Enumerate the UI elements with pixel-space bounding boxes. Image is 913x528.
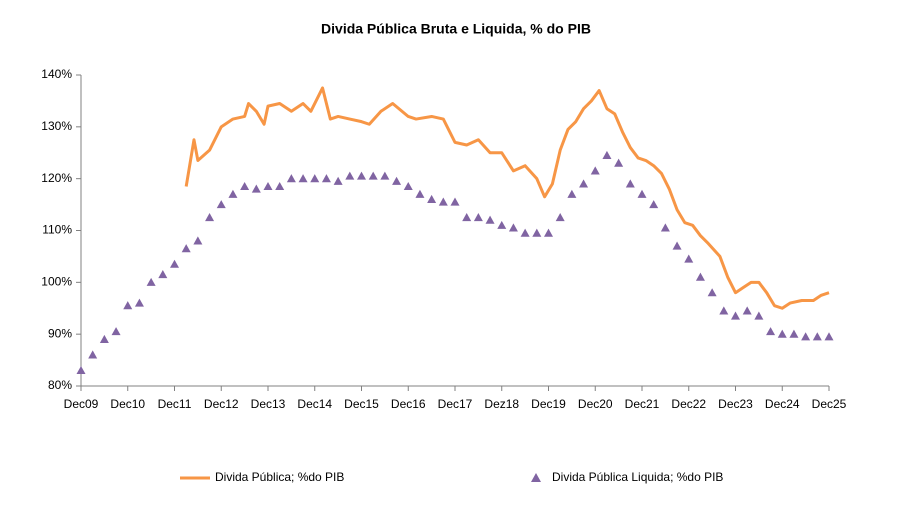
x-tick-label: Dec15 xyxy=(344,397,379,411)
triangle-marker xyxy=(111,327,121,336)
x-tick-label: Dec09 xyxy=(64,397,99,411)
triangle-marker xyxy=(228,189,238,198)
triangle-marker xyxy=(473,213,483,222)
triangle-marker xyxy=(532,228,542,237)
triangle-marker xyxy=(357,171,366,180)
triangle-marker xyxy=(789,329,799,338)
triangle-marker xyxy=(649,200,659,209)
x-tick-label: Dec14 xyxy=(297,397,332,411)
triangle-marker xyxy=(298,174,308,183)
x-tick-label: Dec17 xyxy=(438,397,473,411)
y-tick-label: 110% xyxy=(42,223,72,237)
x-tick-label: Dec10 xyxy=(110,397,145,411)
triangle-marker xyxy=(99,334,109,343)
triangle-marker xyxy=(450,197,460,206)
triangle-marker xyxy=(216,200,226,209)
triangle-marker xyxy=(742,306,752,315)
x-tick-label: Dec19 xyxy=(531,397,566,411)
chart-title: Divida Pública Bruta e Liquida, % do PIB xyxy=(321,21,591,37)
triangle-marker xyxy=(801,332,811,341)
x-tick-label: Dec16 xyxy=(391,397,426,411)
triangle-marker xyxy=(625,179,635,188)
triangle-marker xyxy=(321,174,331,183)
legend-label: Divida Pública; %do PIB xyxy=(215,470,344,484)
x-tick-label: Dec24 xyxy=(765,397,800,411)
triangle-marker xyxy=(602,150,612,159)
triangle-marker xyxy=(497,220,507,229)
y-tick-label: 130% xyxy=(41,119,72,133)
y-tick-label: 120% xyxy=(41,171,72,185)
triangle-marker xyxy=(76,365,86,375)
x-tick-label: Dez18 xyxy=(484,397,519,411)
triangle-marker xyxy=(684,254,694,263)
triangle-marker xyxy=(345,171,355,180)
triangle-marker xyxy=(310,174,320,183)
triangle-marker xyxy=(544,228,553,237)
triangle-marker xyxy=(181,244,191,253)
triangle-marker xyxy=(380,171,390,180)
triangle-marker xyxy=(555,213,565,222)
y-tick-label: 100% xyxy=(41,275,72,289)
triangle-marker xyxy=(427,194,437,203)
triangle-marker xyxy=(240,181,250,191)
triangle-marker xyxy=(170,259,179,268)
triangle-marker xyxy=(567,189,577,198)
triangle-marker xyxy=(462,213,472,222)
triangle-marker xyxy=(590,166,600,175)
triangle-marker xyxy=(88,350,98,359)
triangle-marker xyxy=(251,184,261,193)
triangle-marker xyxy=(485,215,495,224)
legend-label: Divida Pública Liquida; %do PIB xyxy=(552,470,723,484)
triangle-marker xyxy=(193,236,203,245)
triangle-marker xyxy=(695,272,705,281)
triangle-marker xyxy=(766,327,776,336)
triangle-marker xyxy=(263,181,273,191)
triangle-marker xyxy=(415,189,425,198)
series-line xyxy=(184,86,830,310)
triangle-marker xyxy=(812,332,822,341)
x-tick-label: Dec25 xyxy=(812,397,847,411)
triangle-marker xyxy=(754,311,764,320)
triangle-marker xyxy=(158,270,168,279)
y-tick-label: 90% xyxy=(48,326,72,340)
triangle-marker xyxy=(637,189,647,198)
x-tick-label: Dec11 xyxy=(158,397,192,411)
triangle-marker xyxy=(403,181,413,191)
triangle-marker xyxy=(146,277,156,286)
y-tick-label: 140% xyxy=(41,67,72,81)
y-tick-label: 80% xyxy=(48,378,72,392)
triangle-marker xyxy=(719,306,729,315)
x-tick-label: Dec21 xyxy=(625,397,660,411)
legend-swatch xyxy=(531,473,541,482)
triangle-marker xyxy=(508,223,518,232)
x-tick-label: Dec13 xyxy=(251,397,286,411)
triangle-marker xyxy=(731,311,740,320)
triangle-marker xyxy=(333,176,343,185)
x-tick-label: Dec12 xyxy=(204,397,239,411)
triangle-marker xyxy=(614,158,624,167)
triangle-marker xyxy=(205,213,215,222)
triangle-marker xyxy=(123,301,133,310)
triangle-marker xyxy=(275,181,285,191)
triangle-marker xyxy=(579,179,589,188)
triangle-marker xyxy=(520,228,530,237)
triangle-marker xyxy=(660,223,670,232)
triangle-marker xyxy=(134,298,144,307)
x-tick-label: Dec20 xyxy=(578,397,613,411)
triangle-marker xyxy=(438,197,448,206)
triangle-marker xyxy=(672,241,682,250)
x-tick-label: Dec22 xyxy=(671,397,706,411)
triangle-marker xyxy=(777,329,787,338)
triangle-marker xyxy=(392,176,402,185)
triangle-marker xyxy=(286,174,296,183)
triangle-marker xyxy=(707,288,717,297)
x-tick-label: Dec23 xyxy=(718,397,753,411)
triangle-marker xyxy=(824,332,834,341)
triangle-marker xyxy=(368,171,378,180)
